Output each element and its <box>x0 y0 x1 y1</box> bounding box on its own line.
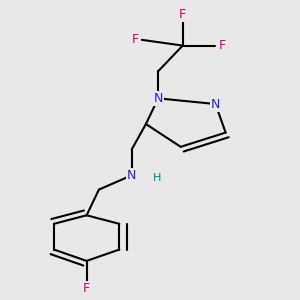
Text: N: N <box>211 98 220 110</box>
Text: H: H <box>153 172 161 183</box>
Text: N: N <box>127 169 136 182</box>
Text: F: F <box>131 33 139 46</box>
Text: F: F <box>179 8 186 21</box>
Text: N: N <box>154 92 163 105</box>
Text: F: F <box>83 282 90 295</box>
Text: F: F <box>219 39 226 52</box>
